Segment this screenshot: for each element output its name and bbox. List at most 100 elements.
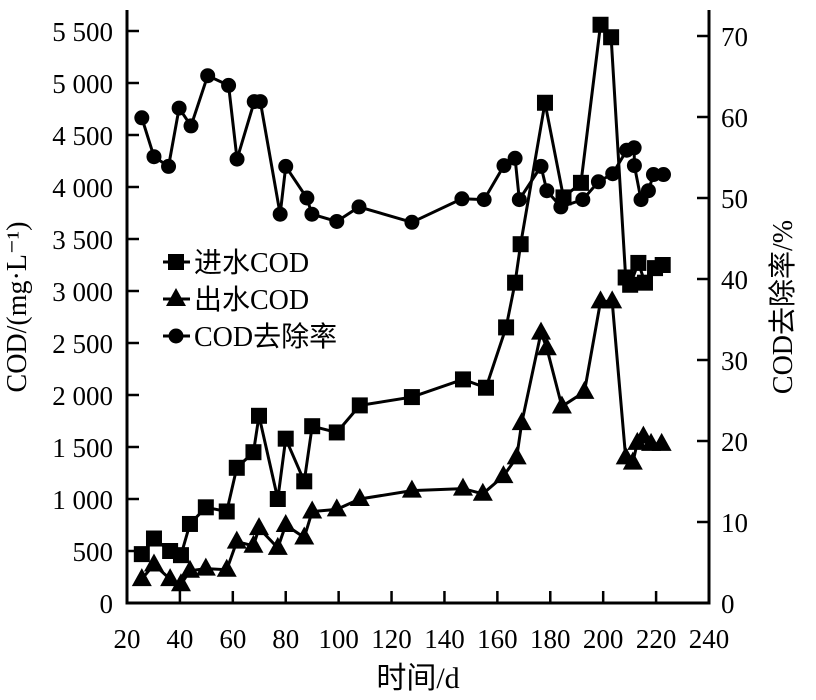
data-point-square (454, 371, 471, 388)
y2-tick-label: 50 (721, 184, 748, 214)
y-axis-label: COD/(mg·L⁻¹) (2, 222, 33, 393)
y2-tick-label: 70 (721, 22, 748, 52)
data-point-circle (299, 190, 315, 206)
data-point-circle (221, 77, 237, 93)
data-point-square (304, 418, 321, 435)
data-point-triangle (622, 451, 643, 470)
x-tick-label: 240 (689, 624, 730, 654)
data-point-circle (590, 174, 606, 190)
data-point-square (636, 274, 653, 291)
data-point-circle (496, 158, 512, 174)
data-point-triangle (143, 553, 164, 572)
data-point-circle (171, 100, 187, 116)
data-point-square (218, 503, 235, 520)
data-point-circle (229, 151, 245, 167)
data-point-square (498, 319, 515, 336)
data-point-square (654, 257, 671, 273)
data-point-square (181, 515, 198, 532)
y-tick-label: 2 000 (52, 381, 113, 411)
data-point-circle (404, 214, 420, 230)
x-tick-label: 180 (530, 624, 571, 654)
y-tick-label: 4 000 (52, 173, 113, 203)
plot-area (131, 16, 672, 592)
data-point-square (172, 547, 189, 564)
data-point-circle (605, 166, 621, 182)
data-point-square (251, 407, 268, 424)
y-tick-label: 5 000 (52, 69, 113, 99)
data-point-triangle (326, 498, 347, 517)
y-tick-label: 5 500 (52, 17, 113, 47)
data-point-triangle (349, 488, 370, 506)
x-tick-label: 140 (424, 624, 465, 654)
data-point-square (630, 254, 647, 271)
data-point-square (512, 236, 529, 253)
data-point-triangle (531, 321, 552, 340)
data-point-triangle (551, 395, 572, 414)
data-point-triangle (249, 517, 270, 536)
x-tick-label: 120 (371, 624, 412, 654)
data-point-circle (511, 192, 527, 208)
data-point-circle (252, 94, 268, 110)
y-tick-label: 3 500 (52, 225, 113, 255)
x-tick-label: 60 (219, 624, 246, 654)
data-point-triangle (160, 568, 181, 587)
data-point-triangle (294, 526, 315, 545)
data-point-square (603, 29, 620, 46)
data-point-circle (626, 140, 642, 156)
data-point-triangle (302, 500, 323, 519)
y2-tick-label: 40 (721, 265, 748, 295)
data-point-circle (329, 213, 345, 229)
data-point-circle (533, 158, 549, 174)
x-tick-label: 220 (636, 624, 677, 654)
data-point-triangle (401, 479, 422, 498)
y2-tick-label: 0 (721, 589, 735, 619)
data-point-triangle (170, 573, 191, 592)
data-point-triangle (195, 557, 216, 576)
y-tick-label: 1 000 (52, 485, 113, 515)
y2-tick-label: 20 (721, 427, 748, 457)
data-point-square (403, 389, 420, 406)
data-point-square (536, 94, 553, 111)
x-tick-label: 20 (114, 624, 141, 654)
data-point-square (133, 546, 150, 563)
data-point-triangle (536, 337, 557, 356)
legend-label: COD去除率 (194, 321, 337, 353)
legend: 进水COD 出水COD COD去除率 (163, 247, 337, 353)
data-point-square (592, 16, 609, 33)
data-point-triangle (493, 465, 514, 484)
legend-label: 出水COD (194, 284, 309, 316)
y2-axis-label: COD去除率/% (767, 220, 799, 394)
series-line-triangle (140, 299, 662, 587)
data-point-square (477, 379, 494, 396)
data-point-triangle (602, 290, 623, 309)
x-tick-label: 160 (477, 624, 518, 654)
y-tick-label: 1 500 (52, 433, 113, 463)
legend-label: 进水COD (194, 247, 309, 279)
data-point-circle (553, 199, 569, 215)
data-point-triangle (472, 482, 493, 501)
data-point-triangle (511, 412, 532, 431)
data-point-triangle (506, 446, 527, 465)
data-point-circle (200, 68, 216, 84)
data-point-circle (278, 158, 294, 174)
data-point-circle (304, 206, 320, 222)
data-point-triangle (275, 514, 296, 532)
data-point-circle (454, 191, 470, 207)
legend-marker-triangle (166, 288, 186, 306)
axis-lines (125, 10, 711, 605)
y-tick-label: 2 500 (52, 329, 113, 359)
data-point-circle (134, 110, 150, 126)
data-point-circle (640, 183, 656, 199)
y-tick-label: 3 000 (52, 277, 113, 307)
data-point-circle (626, 158, 642, 174)
x-tick-label: 200 (583, 624, 624, 654)
data-point-triangle (452, 477, 473, 496)
data-point-square (145, 530, 162, 547)
data-point-square (351, 397, 368, 414)
data-point-square (245, 444, 262, 461)
data-point-triangle (243, 534, 264, 553)
data-point-square (507, 274, 524, 291)
data-point-circle (539, 183, 555, 199)
data-point-square (228, 459, 245, 476)
